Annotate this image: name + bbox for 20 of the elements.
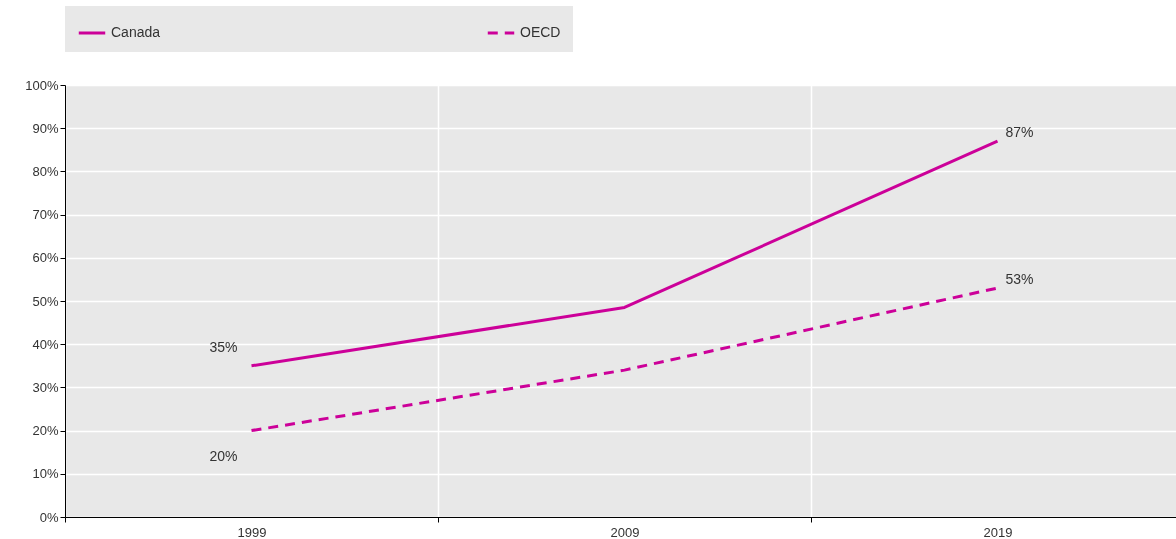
x-tick-label: 1999 bbox=[237, 524, 267, 539]
y-tick-label: 10% bbox=[32, 466, 59, 482]
y-tick-label: 40% bbox=[32, 336, 59, 352]
x-tick-label: 2019 bbox=[983, 524, 1013, 539]
y-tick-label: 90% bbox=[32, 120, 59, 136]
x-tick-label: 2009 bbox=[610, 524, 640, 539]
y-tick-label: 50% bbox=[32, 293, 59, 309]
y-tick-label: 0% bbox=[39, 509, 59, 525]
y-tick-label: 20% bbox=[32, 423, 59, 439]
y-tick-label: 100% bbox=[25, 77, 59, 93]
legend-label: Canada bbox=[111, 24, 161, 40]
y-tick-label: 70% bbox=[32, 207, 59, 223]
data-label: 35% bbox=[209, 338, 238, 355]
data-label: 53% bbox=[1005, 271, 1034, 288]
y-tick-label: 80% bbox=[32, 163, 59, 179]
data-label: 20% bbox=[209, 447, 238, 464]
data-label: 87% bbox=[1005, 124, 1034, 141]
legend-label: OECD bbox=[520, 24, 561, 40]
y-tick-label: 60% bbox=[32, 250, 59, 266]
y-tick-label: 30% bbox=[32, 379, 59, 395]
